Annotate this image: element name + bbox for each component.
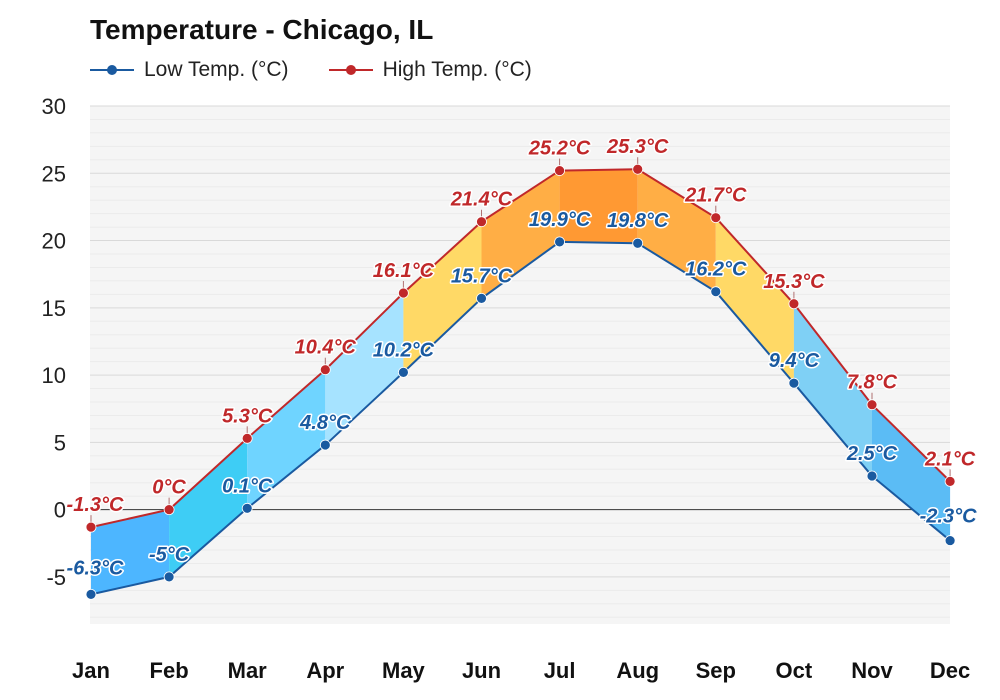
high-temp-point [788,298,800,310]
high-temp-point [241,432,253,444]
temperature-band [637,169,716,292]
temperature-band [325,293,404,446]
high-temp-data-label: 25.2°C [528,138,591,160]
high-temp-point [85,521,97,533]
high-temp-line [90,168,951,529]
chart-title: Temperature - Chicago, IL [90,14,434,45]
high-temp-point [944,475,956,487]
low-temp-line [90,240,951,596]
low-temp-point [319,439,331,451]
low-temp-data-label: 2.5°C [846,443,898,465]
high-temp-data-label: 2.1°C [924,448,976,470]
x-tick-label: Mar [228,658,268,683]
y-tick-label: 30 [42,94,66,119]
x-tick-label: Nov [851,658,893,683]
high-temp-data-label: -1.3°C [67,494,124,516]
low-temp-data-label: 0.1°C [222,475,273,497]
low-temp-point [554,236,565,248]
high-temp-point [163,504,175,516]
temperature-band [403,221,482,373]
low-temp-point [632,237,644,249]
high-temp-point [319,364,331,376]
y-tick-label: 25 [42,161,66,186]
low-temp-point [944,535,956,546]
low-temp-data-label: 10.2°C [373,339,435,361]
low-temp-data-label: 9.4°C [769,350,820,372]
high-temp-point [632,163,644,175]
low-temp-point [866,470,878,482]
legend-low-label: Low Temp. (°C) [144,58,289,81]
band-layer [90,157,951,595]
low-temp-data-label: 19.8°C [607,210,669,232]
temperature-band [169,438,248,577]
low-temp-data-label: 16.2°C [685,259,747,281]
y-tick-label: 5 [54,430,66,455]
low-temp-point [163,571,175,583]
low-temp-data-label: -5°C [149,544,190,566]
y-tick-label: 20 [42,229,66,254]
legend-high-label: High Temp. (°C) [382,58,532,81]
label-layer: -1.3°C 0°C 5.3°C 10.4°C 16.1°C 21.4°C 25.2°C 25… [65,135,979,581]
x-tick-label: Jan [72,658,110,683]
high-temp-point [710,212,722,224]
high-temp-data-label: 0°C [152,477,186,499]
x-tick-label: Jul [544,658,576,683]
high-temp-data-label: 7.8°C [847,372,898,394]
temperature-band [559,169,638,244]
temperature-band [481,170,560,299]
x-tick-label: Sep [696,658,736,683]
low-temp-data-label: -6.3°C [67,557,124,579]
low-temp-point [710,286,722,298]
low-temp-data-label: 15.7°C [451,265,513,287]
axis-layer: 30 25 20 15 10 5 0 -5 Jan Feb Mar Apr May Jun Jul Aug Se… [42,94,971,683]
legend-item-low[interactable]: Low Temp. (°C) [90,58,289,82]
high-temp-data-label: 21.4°C [450,189,513,211]
low-temp-point [85,589,97,600]
x-tick-label: Aug [616,658,659,683]
high-temp-point [476,216,487,228]
low-temp-data-label: -2.3°C [920,506,977,528]
x-tick-label: May [382,658,426,683]
temperature-band [872,404,951,541]
low-temp-point [476,292,487,304]
high-temp-point [397,287,409,299]
high-temp-data-label: 16.1°C [373,260,435,282]
high-temp-data-label: 15.3°C [763,271,825,293]
low-temp-data-label: 4.8°C [299,412,351,434]
y-tick-label: 15 [42,296,66,321]
legend-high-swatch [328,65,373,75]
high-temp-point [866,399,878,411]
temperature-band [91,509,170,595]
high-temp-data-label: 25.3°C [606,136,669,158]
y-tick-label: -5 [46,565,66,590]
line-layer [90,168,951,596]
low-temp-point [241,502,253,514]
x-tick-label: Apr [306,658,344,683]
x-tick-label: Oct [776,658,813,683]
high-temp-data-label: 10.4°C [295,337,357,359]
x-tick-label: Jun [462,658,501,683]
x-tick-label: Dec [930,658,970,683]
legend-low-swatch [90,65,134,75]
y-tick-label: 10 [42,363,66,388]
temperature-band [247,369,326,509]
legend-item-high[interactable]: High Temp. (°C) [328,58,532,82]
point-layer [85,163,956,600]
x-tick-label: Feb [150,658,189,683]
low-temp-point [397,366,409,378]
high-temp-data-label: 5.3°C [222,405,273,427]
high-temp-point [554,165,565,176]
temperature-band [793,303,872,476]
temperature-band [715,217,794,384]
y-tick-label: 0 [54,498,66,523]
legend: Low Temp. (°C) High Temp. (°C) [90,58,532,82]
high-temp-data-label: 21.7°C [684,185,747,207]
low-temp-point [788,377,800,389]
low-temp-data-label: 19.9°C [529,209,591,231]
